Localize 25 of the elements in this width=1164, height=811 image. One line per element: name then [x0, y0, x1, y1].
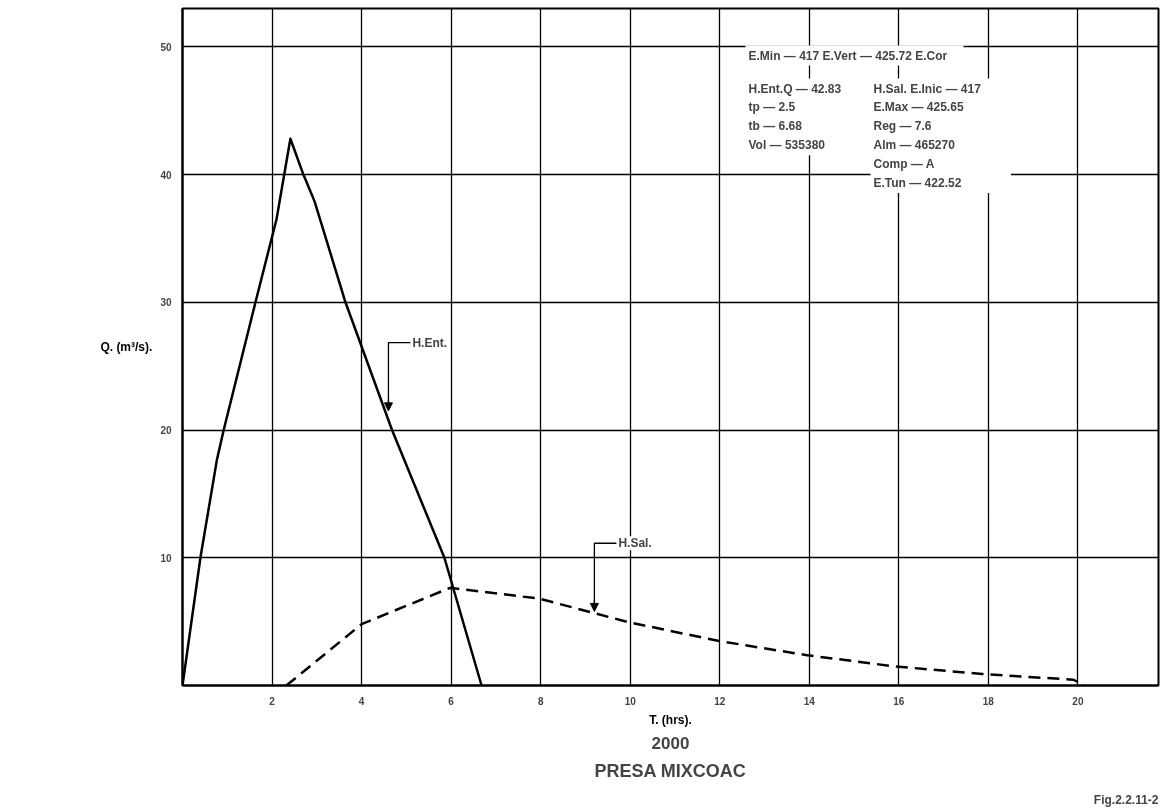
annotation: H.Sal. E.Inic — 417 E.Max — 425.65 Reg — 7.6 Alm — 465270 Comp — A E.Tun — 422.52: [873, 81, 982, 190]
x-tick-label: 8: [537, 695, 544, 707]
x-tick-label: 20: [1072, 695, 1084, 707]
x-tick-label: 10: [624, 695, 637, 707]
text: PRESA MIXCOAC: [594, 760, 746, 781]
annotation: H.Ent.Q — 42.83 tp — 2.5 tb — 6.68 Vol — 535380: [748, 81, 842, 153]
x-tick-label: 14: [803, 695, 816, 707]
y-tick-label: 10: [160, 552, 172, 564]
annotation: H.Sal.: [618, 536, 652, 551]
y-axis-title: Q. (m³/s).: [100, 340, 153, 354]
x-tick-label: 16: [893, 695, 905, 707]
x-tick-label: 2: [269, 695, 276, 707]
x-tick-label: 4: [358, 695, 365, 707]
x-axis-title: T. (hrs).: [649, 712, 692, 727]
y-tick-label: 30: [160, 297, 172, 309]
y-tick-label: 50: [160, 41, 172, 53]
y-tick-label: 40: [160, 169, 172, 181]
x-tick-label: 12: [714, 695, 726, 707]
x-tick-label: 6: [448, 695, 455, 707]
annotation: E.Min — 417 E.Vert — 425.72 E.Cor: [748, 48, 948, 63]
x-tick-label: 18: [982, 695, 995, 707]
caption: Fig.2.2.11-2: [1093, 792, 1159, 807]
text: 2000: [651, 733, 690, 753]
annotation: H.Ent.: [412, 335, 448, 350]
y-tick-label: 20: [160, 425, 172, 437]
